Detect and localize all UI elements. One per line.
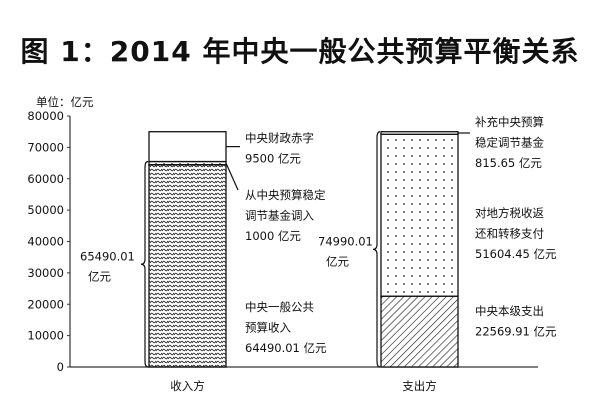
segment-label: 从中央预算稳定 [245,188,326,202]
chart-title: 图 1：2014 年中央一般公共预算平衡关系 [20,35,580,68]
segment-label: 还和转移支付 [475,227,544,241]
brace-label: 亿元 [88,269,111,283]
x-category-label: 支出方 [402,379,437,393]
y-tick-label: 20000 [27,297,64,311]
bar-segment [380,133,459,297]
segment-label: 补充中央预算 [475,115,544,129]
bar-segment [380,131,459,135]
segment-label: 51604.45 亿元 [475,247,557,261]
segment-label: 中央一般公共 [245,300,314,314]
segment-label: 预算收入 [245,321,291,335]
segment-label: 对地方税收返 [475,206,544,220]
brace-label: 65490.01 [80,249,135,263]
y-tick-label: 40000 [27,235,64,249]
segment-label: 中央本级支出 [475,304,544,318]
x-category-label: 收入方 [170,379,205,393]
segment-label: 22569.91 亿元 [475,325,557,339]
y-tick-label: 60000 [27,172,64,186]
segment-label: 815.65 亿元 [475,156,542,170]
y-tick-label: 30000 [27,266,64,280]
y-tick-label: 50000 [27,203,64,217]
brace [372,131,381,368]
segment-label: 64490.01 亿元 [245,341,327,355]
segment-label: 稳定调节基金 [475,136,544,150]
brace-label: 亿元 [326,254,349,268]
y-tick-label: 70000 [27,140,64,154]
y-axis-unit-label: 单位：亿元 [36,95,94,109]
segment-label: 1000 亿元 [245,229,301,243]
segment-label: 9500 亿元 [245,152,301,166]
bar-segment [380,295,459,368]
bar-segment [148,131,227,163]
brace [140,160,149,368]
segment-label: 中央财政赤字 [245,131,314,145]
y-tick-label: 80000 [27,109,64,123]
y-tick-label: 0 [57,360,64,374]
brace-label: 74990.01 [318,234,373,248]
bar-segment [148,164,227,368]
y-tick-label: 10000 [27,329,64,343]
leader-line [225,162,239,191]
segment-label: 调节基金调入 [245,209,314,223]
